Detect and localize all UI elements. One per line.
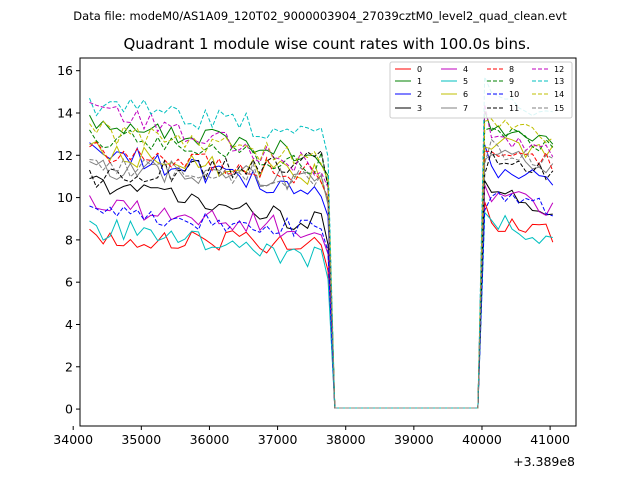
series-line-11 [89,149,554,409]
legend-label-8: 8 [509,65,514,74]
y-tick-label: 16 [57,63,73,78]
legend-label-1: 1 [417,77,422,86]
legend-label-12: 12 [554,65,564,74]
series-line-9 [89,127,554,409]
legend-label-10: 10 [509,90,519,99]
legend-label-3: 3 [417,104,422,113]
y-tick-label: 2 [65,359,73,374]
x-tick-label: 40000 [462,432,502,447]
series-layer [89,76,554,409]
x-tick-label: 35000 [121,432,161,447]
y-tick-label: 8 [65,232,73,247]
plot-area: 34000 35000 36000 37000 38000 39000 40000 41000… [53,57,577,447]
x-tick-label: 34000 [53,432,93,447]
series-line-15 [89,138,554,409]
legend-label-14: 14 [554,90,564,99]
x-tick-label: 41000 [530,432,570,447]
data-file-label: Data file: modeM0/AS1A09_120T02_90000039… [73,9,567,23]
legend-label-5: 5 [463,77,468,86]
legend-label-0: 0 [417,65,422,74]
chart-title: Quadrant 1 module wise count rates with … [123,35,530,53]
y-tick-label: 12 [57,148,73,163]
y-tick-label: 6 [65,275,73,290]
legend-label-15: 15 [554,104,564,113]
legend-label-4: 4 [463,65,468,74]
series-line-13 [89,76,553,409]
legend-label-7: 7 [463,104,468,113]
series-line-0 [89,201,554,409]
y-tick-label: 10 [57,190,73,205]
series-line-6 [89,137,554,409]
x-tick-label: 39000 [394,432,434,447]
legend-box [389,61,573,119]
x-tick-label: 36000 [190,432,230,447]
series-line-12 [89,101,554,409]
legend-label-2: 2 [417,90,422,99]
legend-label-11: 11 [509,104,519,113]
series-line-4 [89,184,554,409]
series-line-14 [89,118,554,409]
legend-label-13: 13 [554,77,564,86]
axis-layer: 34000 35000 36000 37000 38000 39000 40000 41000… [53,63,570,447]
y-tick-label: 14 [57,105,73,120]
legend-label-9: 9 [509,77,514,86]
x-tick-label: 38000 [326,432,366,447]
series-line-7 [89,149,554,409]
series-line-1 [89,110,554,409]
legend-label-6: 6 [463,90,468,99]
x-offset-label: +3.389e8 [513,454,575,469]
y-tick-label: 4 [65,317,73,332]
series-line-5 [89,211,553,409]
series-line-10 [89,191,553,409]
plot-frame [79,57,577,427]
y-tick-label: 0 [65,402,73,417]
x-tick-label: 37000 [258,432,298,447]
